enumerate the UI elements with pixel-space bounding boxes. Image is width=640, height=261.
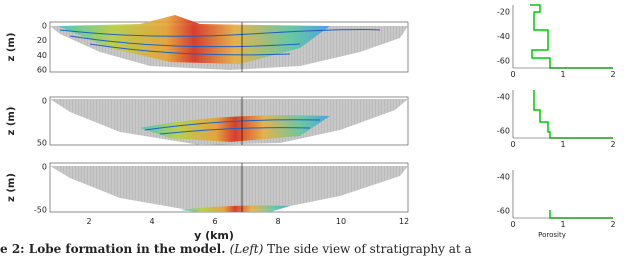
y-tick-label: 60 (37, 66, 47, 75)
x-tick-label: 2 (86, 217, 91, 226)
y-tick-label: 0 (42, 97, 47, 106)
x-axis-label: y (km) (194, 229, 234, 242)
y-tick-label: -60 (497, 207, 510, 216)
y-tick-label: -60 (497, 127, 510, 136)
y-tick-label: -40 (497, 32, 510, 41)
right-axes (512, 5, 613, 219)
y-tick-label: -50 (34, 206, 47, 215)
x-tick-label: 2 (610, 70, 615, 79)
x-tick-label: 1 (560, 220, 565, 229)
y-tick-label: 50 (37, 139, 47, 148)
right-panels (530, 4, 613, 219)
x-tick-label: 4 (149, 217, 154, 226)
x-tick-label: 0 (510, 70, 515, 79)
x-tick-label: 2 (610, 220, 615, 229)
y-axis-label: z (m) (6, 107, 17, 136)
left-panel-2 (49, 96, 409, 146)
x-tick-label: 8 (275, 217, 280, 226)
y-tick-label: 40 (37, 51, 47, 60)
x-tick-label: 2 (610, 140, 615, 149)
caption-italic: (Left) (230, 242, 268, 256)
y-tick-label: 0 (42, 163, 47, 172)
left-panel-3 (49, 162, 409, 213)
y-tick-label: -60 (497, 57, 510, 66)
x-axis-label: Porosity (538, 231, 566, 239)
caption-bold: e 2: Lobe formation in the model. (0, 242, 230, 256)
x-tick-label: 0 (510, 140, 515, 149)
caption: e 2: Lobe formation in the model. (Left)… (0, 242, 472, 256)
left-panel-1 (49, 15, 409, 73)
x-tick-label: 12 (399, 217, 409, 226)
caption-rest: The side view of stratigraphy at a (267, 242, 472, 256)
y-tick-label: -20 (497, 8, 510, 17)
y-tick-label: -40 (497, 93, 510, 102)
y-tick-label: 20 (37, 36, 47, 45)
y-axis-label: z (m) (6, 173, 17, 202)
y-tick-label: 0 (42, 22, 47, 31)
x-tick-label: 1 (560, 70, 565, 79)
x-tick-label: 0 (510, 220, 515, 229)
y-tick-label: -40 (497, 173, 510, 182)
y-axis-label: z (m) (6, 33, 17, 62)
x-tick-label: 1 (560, 140, 565, 149)
x-tick-label: 10 (336, 217, 346, 226)
x-tick-label: 6 (212, 217, 217, 226)
